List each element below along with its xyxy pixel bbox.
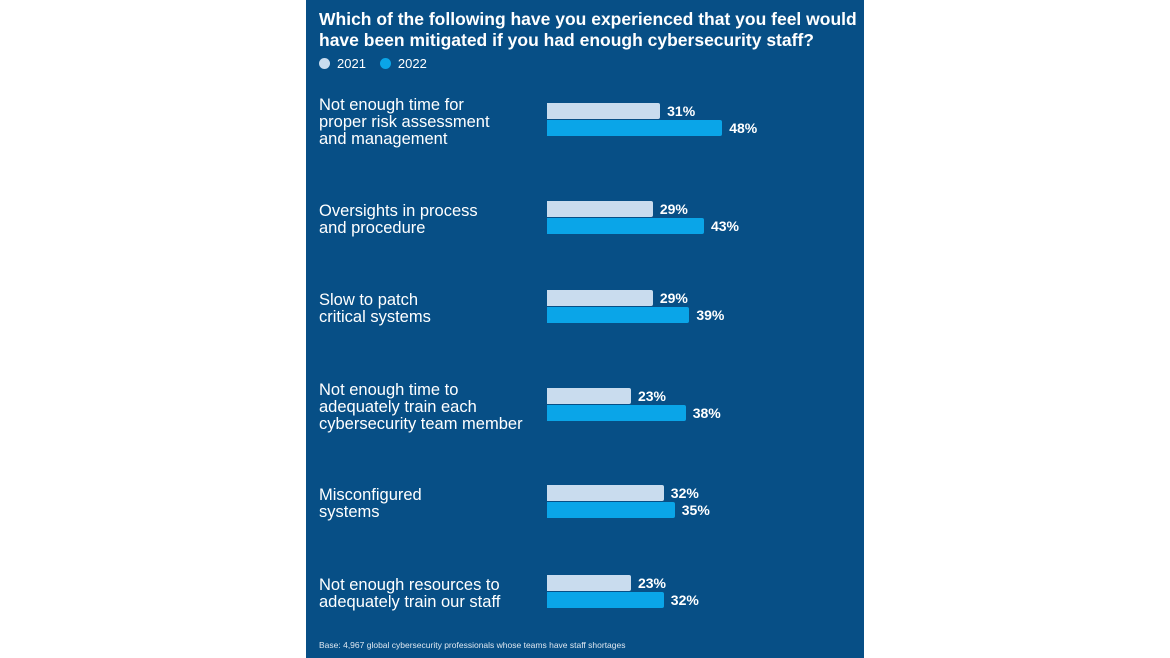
bar-2022	[547, 218, 704, 234]
category-label-line: Not enough time for	[319, 95, 464, 114]
bar-2022	[547, 502, 675, 518]
bar-2022	[547, 592, 664, 608]
bar-2021	[547, 485, 664, 501]
legend-label-2022: 2022	[397, 56, 427, 71]
data-label-2022: 35%	[681, 502, 710, 518]
legend: 2021 2022	[319, 56, 441, 71]
data-label-2022: 39%	[696, 307, 725, 323]
category-label-line: Not enough time to	[319, 380, 459, 399]
legend-item-2021: 2021	[319, 56, 366, 71]
data-label-2021: 32%	[670, 485, 699, 501]
data-label-2021: 23%	[637, 388, 666, 404]
data-label-2022: 48%	[729, 120, 758, 136]
category-label: Slow to patch critical systems	[319, 292, 549, 326]
category-label-line: and management	[319, 129, 448, 148]
bar-2021	[547, 201, 653, 217]
bar-2022	[547, 405, 686, 421]
bar-2021	[547, 388, 631, 404]
legend-label-2021: 2021	[337, 56, 366, 71]
bar-2021	[547, 290, 653, 306]
category-label: Not enough resources to adequately train …	[319, 577, 549, 611]
legend-dot-2022-icon	[379, 58, 391, 69]
data-label-2022: 43%	[710, 218, 739, 234]
category-label-line: proper risk assessment	[319, 112, 490, 131]
bar-2021	[547, 575, 631, 591]
data-label-2021: 29%	[659, 290, 688, 306]
data-label-2022: 32%	[670, 592, 699, 608]
category-label: Not enough time to adequately train each c…	[319, 380, 549, 433]
category-label-line: critical systems	[319, 308, 431, 326]
bar-2022	[547, 307, 690, 323]
category-label-line: Slow to patch	[319, 291, 419, 309]
footnote: Base: 4,967 global cybersecurity profess…	[319, 640, 626, 650]
data-label-2021: 31%	[667, 103, 696, 119]
category-label-line: Misconfigured	[319, 486, 422, 504]
data-label-2021: 23%	[637, 575, 666, 591]
category-label-line: adequately train each	[319, 397, 477, 416]
bar-2022	[547, 120, 723, 136]
category-label: Not enough time for proper risk assessmen…	[319, 95, 549, 148]
chart-title: Which of the following have you experien…	[319, 9, 857, 50]
category-label: Misconfigured systems	[319, 487, 549, 521]
category-label-line: cybersecurity team member	[319, 414, 523, 433]
category-label-line: and procedure	[319, 219, 426, 237]
data-label-2021: 29%	[659, 201, 688, 217]
category-label-line: Not enough resources to	[319, 576, 500, 594]
category-label-line: Oversights in process	[319, 202, 478, 220]
category-label-line: adequately train our staff	[319, 593, 501, 611]
category-label: Oversights in process and procedure	[319, 203, 549, 237]
legend-item-2022: 2022	[379, 56, 427, 71]
data-label-2022: 38%	[692, 405, 721, 421]
bar-2021	[547, 103, 661, 119]
category-label-line: systems	[319, 503, 380, 521]
chart-panel: Which of the following have you experien…	[306, 0, 864, 658]
legend-dot-2021-icon	[319, 58, 330, 69]
